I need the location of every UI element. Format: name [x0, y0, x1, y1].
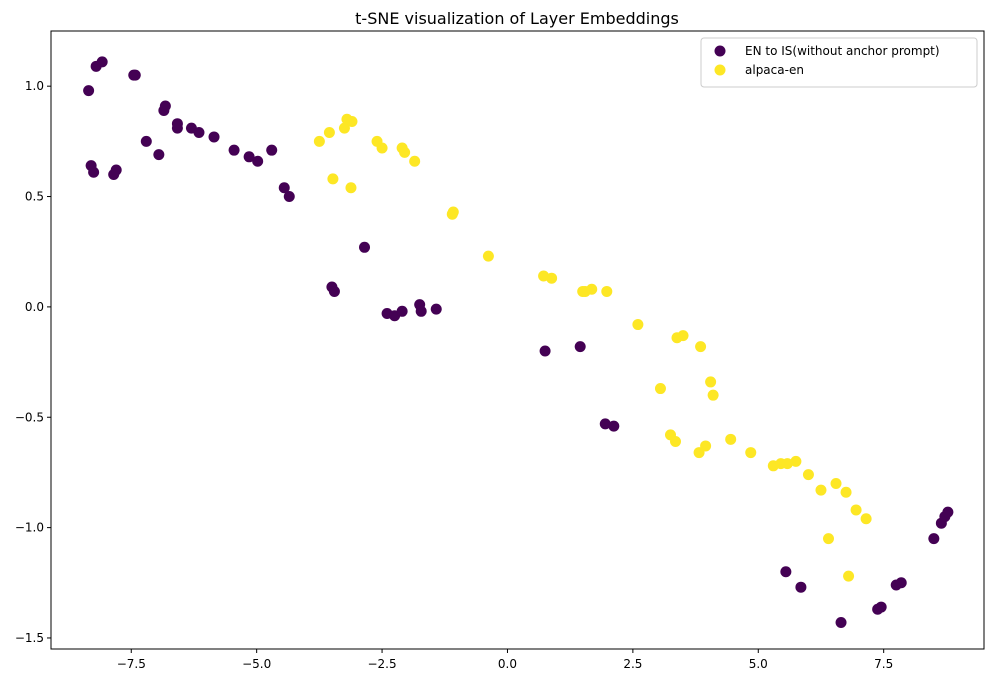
legend-box: [700, 37, 978, 88]
scatter-point-series-1: [823, 533, 834, 545]
scatter-point-series-0: [243, 151, 255, 163]
y-tick-label: −1.0: [15, 521, 44, 535]
y-tick-label: −0.5: [15, 410, 44, 424]
scatter-point-series-0: [328, 285, 340, 297]
scatter-point-series-1: [346, 115, 358, 127]
scatter-point-series-1: [345, 182, 357, 194]
scatter-point-series-0: [83, 85, 95, 97]
scatter-point-series-1: [601, 285, 613, 297]
scatter-point-series-1: [707, 389, 719, 401]
scatter-point-series-1: [546, 272, 558, 284]
scatter-point-series-0: [283, 191, 295, 203]
scatter-point-series-1: [338, 122, 350, 134]
legend: EN to IS(without anchor prompt) alpaca-en: [700, 37, 978, 88]
scatter-point-series-1: [447, 206, 459, 218]
x-tick-label: −5.0: [242, 657, 271, 671]
scatter-point-series-1: [376, 142, 388, 154]
scatter-point-series-0: [608, 420, 620, 432]
scatter-point-series-1: [830, 477, 842, 489]
legend-label: alpaca-en: [745, 63, 804, 77]
scatter-point-series-1: [700, 440, 712, 452]
scatter-point-series-1: [781, 458, 793, 470]
legend-label: EN to IS(without anchor prompt): [745, 44, 940, 58]
scatter-point-series-0: [88, 166, 100, 178]
x-tick-label: 0.0: [498, 657, 517, 671]
scatter-point-series-0: [599, 418, 611, 430]
scatter-point-series-0: [415, 305, 427, 317]
plot-frame: [50, 30, 985, 650]
scatter-point-series-0: [140, 135, 152, 147]
scatter-point-series-1: [745, 447, 757, 459]
scatter-point-series-1: [840, 486, 852, 498]
scatter-point-series-1: [327, 173, 339, 185]
scatter-point-series-1: [323, 127, 335, 139]
scatter-point-series-0: [895, 577, 907, 589]
y-axis: −1.5 −1.0 −0.5 0.0 0.5 1.0: [15, 79, 51, 645]
scatter-point-series-0: [110, 164, 122, 176]
scatter-point-series-0: [96, 56, 108, 68]
y-tick-label: 0.0: [25, 300, 44, 314]
scatter-point-series-1: [632, 319, 644, 331]
scatter-point-series-1: [482, 250, 494, 262]
scatter-point-series-0: [780, 566, 792, 578]
scatter-point-series-1: [399, 146, 411, 158]
y-tick-label: 0.5: [25, 190, 44, 204]
x-tick-label: 7.5: [874, 657, 893, 671]
scatter-point-series-0: [208, 131, 220, 143]
scatter-point-series-0: [159, 100, 171, 112]
scatter-point-series-0: [539, 345, 551, 357]
scatter-point-series-1: [802, 469, 814, 481]
legend-marker: [714, 64, 726, 76]
scatter-point-series-0: [252, 155, 264, 167]
scatter-point-series-1: [670, 436, 682, 448]
scatter-point-series-0: [835, 617, 847, 629]
scatter-point-series-1: [409, 155, 421, 167]
data-points: [83, 56, 954, 629]
scatter-point-series-1: [654, 383, 666, 395]
x-tick-label: 5.0: [749, 657, 768, 671]
scatter-point-series-0: [278, 182, 290, 194]
scatter-point-series-0: [266, 144, 278, 156]
scatter-point-series-0: [228, 144, 240, 156]
scatter-point-series-1: [677, 330, 689, 342]
scatter-point-series-0: [129, 69, 141, 81]
scatter-point-series-1: [850, 504, 862, 516]
scatter-point-series-0: [396, 305, 408, 317]
scatter-point-series-1: [815, 484, 827, 496]
scatter-point-series-0: [928, 533, 940, 545]
scatter-point-series-0: [153, 149, 165, 161]
scatter-point-series-1: [705, 376, 717, 388]
x-tick-label: −7.5: [117, 657, 146, 671]
scatter-point-series-0: [942, 506, 954, 518]
y-tick-label: 1.0: [25, 79, 44, 93]
scatter-point-series-0: [875, 601, 887, 613]
scatter-point-series-1: [860, 513, 872, 525]
chart-title: t-SNE visualization of Layer Embeddings: [355, 9, 679, 28]
scatter-point-series-0: [795, 581, 807, 593]
scatter-point-series-1: [790, 455, 802, 467]
x-tick-label: 2.5: [623, 657, 642, 671]
scatter-point-series-1: [313, 135, 325, 147]
scatter-point-series-0: [359, 241, 371, 253]
scatter-point-series-0: [193, 127, 205, 139]
scatter-point-series-1: [695, 341, 707, 353]
scatter-point-series-0: [430, 303, 442, 315]
y-tick-label: −1.5: [15, 631, 44, 645]
scatter-point-series-0: [574, 341, 586, 353]
x-tick-label: −2.5: [367, 657, 396, 671]
scatter-point-series-1: [725, 433, 737, 445]
x-axis: −7.5 −5.0 −2.5 0.0 2.5 5.0 7.5: [117, 649, 893, 671]
scatter-point-series-0: [171, 118, 183, 130]
scatter-point-series-1: [843, 570, 855, 582]
legend-marker: [714, 45, 726, 57]
scatter-point-series-1: [586, 283, 598, 295]
